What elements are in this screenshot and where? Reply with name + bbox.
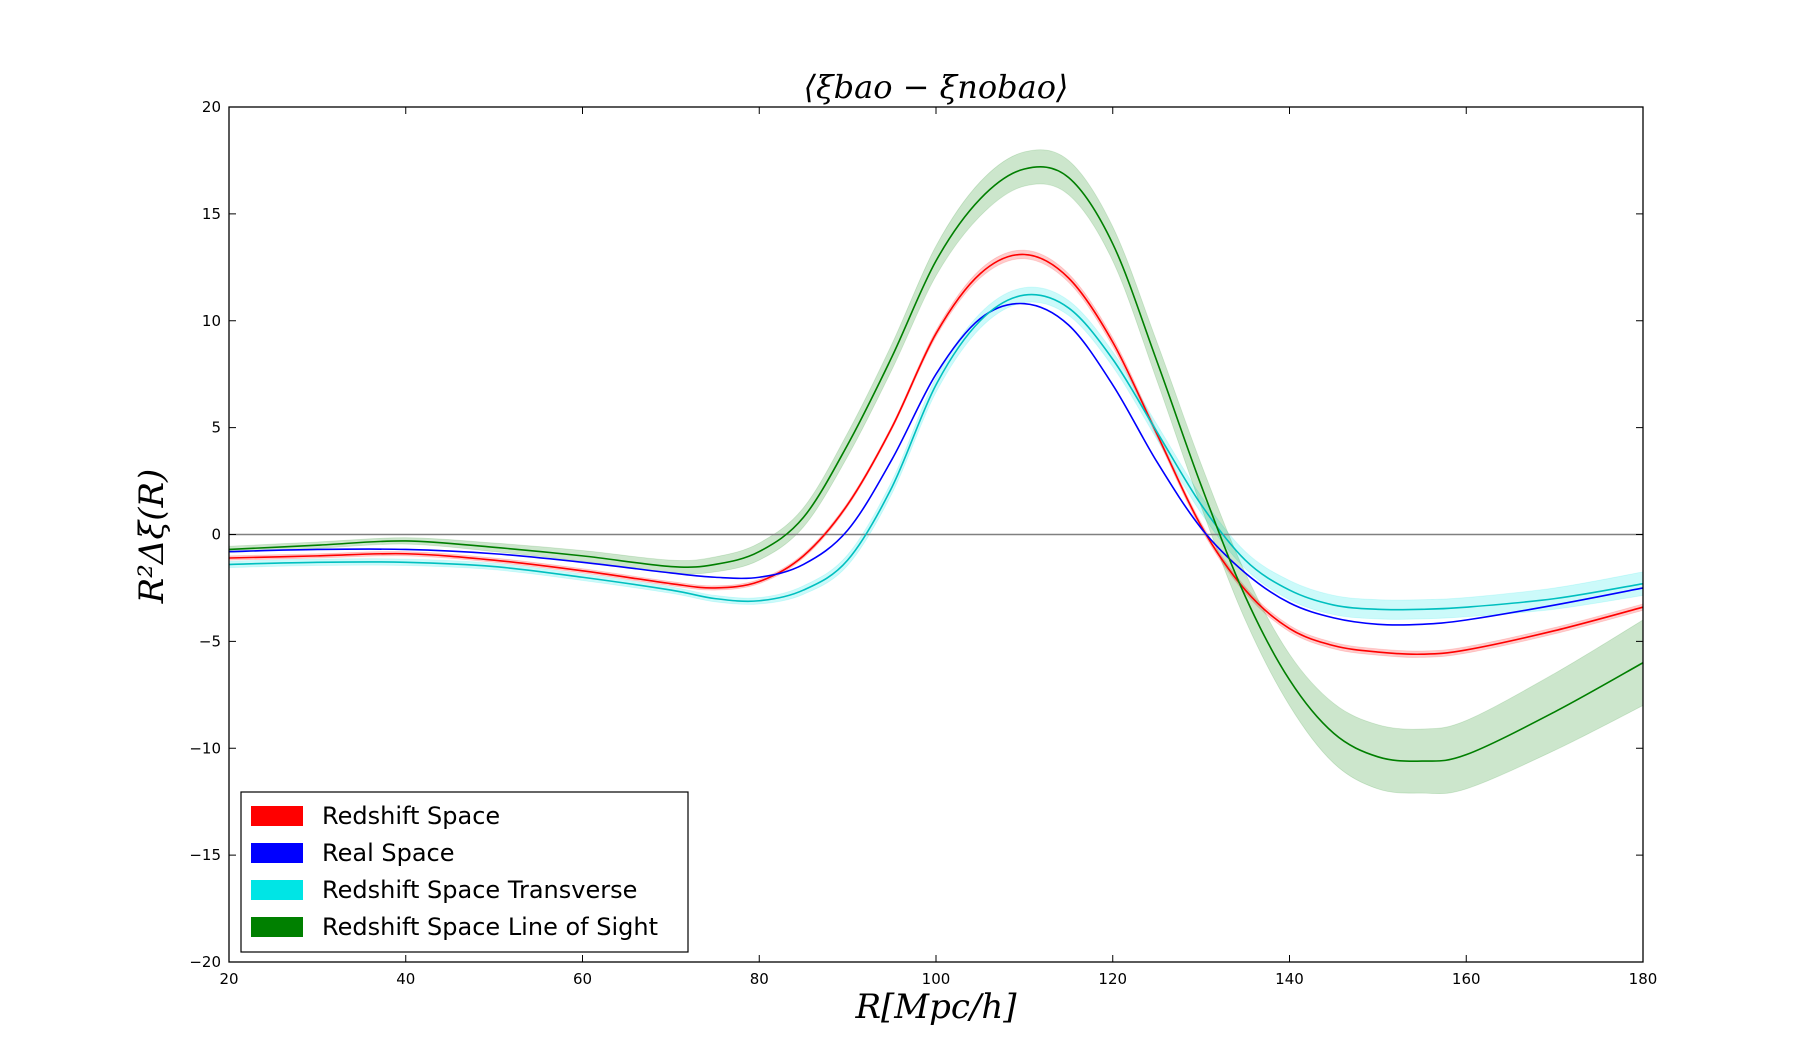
series-line-redshift-space-transverse <box>228 293 1644 611</box>
y-tick-label: 20 <box>202 98 221 116</box>
x-tick-label: 140 <box>1275 970 1304 988</box>
y-tick-label: 15 <box>202 205 221 223</box>
y-tick-label: 0 <box>211 526 221 544</box>
chart-title: ⟨ξbao − ξnobao⟩ <box>804 68 1069 106</box>
legend-swatch-redshift-space-line-of-sight <box>251 917 303 937</box>
axis-tick-labels: 20 40 60 80 100 120 140 160 180 −20 −15 −10 −5 0 5 10 15… <box>189 98 1657 988</box>
x-tick-label: 100 <box>922 970 951 988</box>
y-tick-label: 5 <box>211 419 221 437</box>
x-tick-label: 120 <box>1098 970 1127 988</box>
y-tick-label: −5 <box>199 632 221 650</box>
y-axis-label: R²Δξ(R) <box>132 469 172 605</box>
legend-box <box>240 791 689 953</box>
x-tick-label: 40 <box>396 970 415 988</box>
legend: Redshift Space Real Space Redshift Space T… <box>240 791 689 953</box>
series-line-redshift-space-line-of-sight <box>228 166 1644 763</box>
legend-label-redshift-space: Redshift Space <box>322 802 500 830</box>
x-tick-label: 180 <box>1629 970 1658 988</box>
y-tick-label: 10 <box>202 312 221 330</box>
x-tick-label: 20 <box>219 970 238 988</box>
series-line-real-space <box>228 302 1644 626</box>
legend-swatch-redshift-space <box>251 806 303 826</box>
legend-label-redshift-space-transverse: Redshift Space Transverse <box>322 876 637 904</box>
y-tick-label: −10 <box>189 739 221 757</box>
legend-swatch-real-space <box>251 843 303 863</box>
axis-ticks <box>228 106 1644 963</box>
x-tick-label: 60 <box>573 970 592 988</box>
series-line-redshift-space <box>228 253 1644 656</box>
x-tick-label: 80 <box>750 970 769 988</box>
x-axis-label: R[Mpc/h] <box>854 987 1017 1027</box>
y-tick-label: −20 <box>189 953 221 971</box>
x-tick-label: 160 <box>1452 970 1481 988</box>
series-lines <box>228 166 1644 763</box>
legend-label-real-space: Real Space <box>322 839 455 867</box>
legend-swatch-redshift-space-transverse <box>251 880 303 900</box>
y-tick-label: −15 <box>189 846 221 864</box>
legend-label-redshift-space-line-of-sight: Redshift Space Line of Sight <box>322 913 658 941</box>
